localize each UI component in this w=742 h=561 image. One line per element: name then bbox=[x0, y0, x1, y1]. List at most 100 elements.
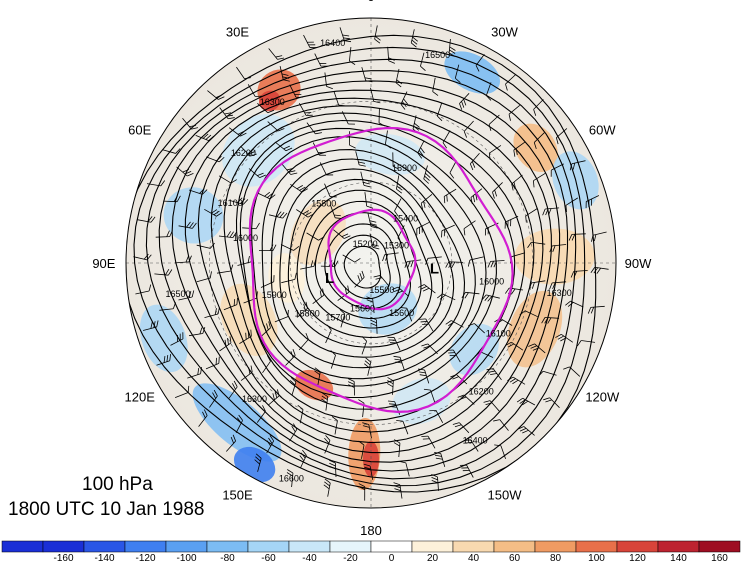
barb-feather bbox=[555, 333, 562, 338]
barb-feather bbox=[176, 195, 181, 202]
barb-feather bbox=[323, 484, 330, 490]
barb-staff bbox=[361, 444, 365, 459]
barb-feather bbox=[548, 208, 552, 215]
barb-staff bbox=[396, 175, 400, 190]
colorbar-segment bbox=[1, 540, 44, 553]
barb-feather bbox=[362, 422, 369, 425]
barb-feather bbox=[448, 261, 453, 268]
wind-barb bbox=[528, 343, 546, 354]
barb-staff bbox=[441, 224, 455, 232]
barb-feather bbox=[177, 335, 179, 342]
barb-feather bbox=[268, 321, 271, 329]
wind-barb bbox=[333, 229, 351, 239]
wind-barb bbox=[324, 72, 333, 90]
wind-barb bbox=[341, 111, 355, 125]
barb-feather bbox=[358, 486, 365, 490]
barb-staff bbox=[448, 38, 451, 53]
barb-feather bbox=[418, 284, 425, 288]
barb-feather bbox=[163, 355, 166, 363]
barb-feather bbox=[330, 350, 336, 356]
barb-staff bbox=[533, 99, 544, 110]
barb-feather bbox=[388, 57, 395, 61]
barb-feather bbox=[250, 365, 253, 373]
colorbar-segment bbox=[616, 540, 659, 553]
barb-feather bbox=[549, 245, 553, 253]
barb-staff bbox=[466, 464, 474, 478]
wind-barb bbox=[468, 323, 485, 334]
barb-feather bbox=[243, 199, 249, 205]
barb-staff bbox=[442, 130, 451, 143]
wind-barb bbox=[228, 380, 238, 399]
barb-feather bbox=[331, 416, 338, 421]
barb-feather bbox=[213, 389, 218, 397]
barb-feather bbox=[321, 398, 328, 404]
barb-feather bbox=[213, 210, 220, 216]
barb-staff bbox=[374, 25, 378, 40]
wind-barb bbox=[570, 270, 588, 278]
barb-staff bbox=[416, 221, 430, 229]
wind-barb bbox=[174, 255, 192, 264]
barb-feather bbox=[187, 173, 194, 177]
jet-contour-layer bbox=[248, 126, 514, 414]
wind-barb bbox=[467, 256, 484, 267]
barb-staff bbox=[299, 409, 304, 424]
barb-feather bbox=[370, 226, 378, 229]
barb-staff bbox=[281, 278, 295, 284]
colorbar-tick-label: 100 bbox=[588, 553, 605, 561]
wind-barb bbox=[247, 84, 262, 97]
barb-staff bbox=[470, 439, 479, 452]
height-contour bbox=[314, 212, 411, 320]
barb-feather bbox=[250, 153, 257, 157]
barb-staff bbox=[423, 165, 428, 180]
barb-feather bbox=[469, 163, 474, 171]
barb-feather bbox=[272, 244, 277, 251]
barb-feather bbox=[189, 222, 194, 229]
wind-barb bbox=[527, 241, 546, 249]
barb-feather bbox=[191, 127, 199, 130]
barb-staff bbox=[511, 174, 523, 185]
barb-feather bbox=[324, 437, 330, 444]
longitude-label: 90W bbox=[625, 256, 652, 271]
barb-feather bbox=[184, 171, 192, 175]
height-contour-layer bbox=[126, 34, 597, 493]
barb-feather bbox=[150, 216, 156, 223]
barb-feather bbox=[443, 229, 446, 237]
barb-feather bbox=[449, 46, 456, 51]
barb-feather bbox=[419, 374, 427, 377]
wind-barb bbox=[337, 285, 350, 301]
barb-feather bbox=[230, 436, 234, 444]
barb-feather bbox=[326, 174, 334, 176]
wind-barb bbox=[443, 188, 457, 204]
barb-feather bbox=[302, 210, 309, 215]
wind-barb bbox=[367, 212, 378, 229]
barb-staff bbox=[248, 168, 260, 178]
barb-staff bbox=[525, 208, 538, 217]
barb-feather bbox=[461, 467, 469, 469]
barb-feather bbox=[364, 466, 371, 470]
barb-feather bbox=[299, 455, 305, 462]
graticule-layer bbox=[126, 18, 616, 508]
barb-staff bbox=[370, 87, 375, 102]
wind-barb bbox=[325, 324, 332, 344]
barb-feather bbox=[343, 37, 351, 40]
barb-feather bbox=[240, 132, 247, 137]
longitude-label: 120W bbox=[585, 390, 620, 405]
barb-feather bbox=[295, 96, 303, 98]
barb-feather bbox=[187, 385, 190, 393]
barb-feather bbox=[393, 485, 401, 489]
wind-barb bbox=[395, 68, 403, 88]
barb-feather bbox=[212, 392, 217, 399]
wind-barb bbox=[267, 121, 285, 132]
barb-feather bbox=[372, 246, 380, 250]
barb-feather bbox=[541, 317, 546, 324]
wind-barb bbox=[421, 435, 436, 449]
barb-feather bbox=[219, 156, 225, 163]
wind-barb bbox=[370, 87, 381, 104]
barb-feather bbox=[487, 261, 491, 268]
barb-feather bbox=[422, 287, 430, 292]
colorbar-segment bbox=[329, 540, 372, 553]
wind-barb bbox=[321, 392, 329, 411]
wind-barb bbox=[163, 195, 181, 203]
barb-feather bbox=[387, 380, 394, 385]
barb-staff bbox=[511, 252, 526, 258]
